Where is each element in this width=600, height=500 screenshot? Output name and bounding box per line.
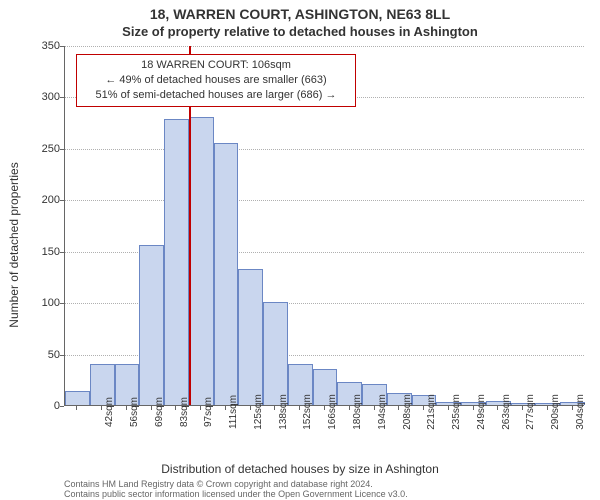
annotation-line-0: 18 WARREN COURT: 106sqm	[85, 58, 347, 73]
gridline	[65, 149, 584, 150]
x-tick-mark	[250, 406, 251, 410]
x-tick-mark	[473, 406, 474, 410]
gridline	[65, 200, 584, 201]
annotation-line-2: 51% of semi-detached houses are larger (…	[85, 88, 347, 103]
x-tick-mark	[175, 406, 176, 410]
annotation-line-1: ← 49% of detached houses are smaller (66…	[85, 73, 347, 88]
histogram-bar	[139, 245, 164, 405]
x-tick-mark	[200, 406, 201, 410]
y-tick-mark	[60, 355, 64, 356]
x-tick-mark	[349, 406, 350, 410]
x-tick-mark	[101, 406, 102, 410]
x-tick-mark	[423, 406, 424, 410]
chart-container: 18, WARREN COURT, ASHINGTON, NE63 8LL Si…	[0, 0, 600, 500]
y-axis-label: Number of detached properties	[7, 162, 21, 327]
x-tick-mark	[151, 406, 152, 410]
x-tick-mark	[126, 406, 127, 410]
x-tick-mark	[324, 406, 325, 410]
x-tick-mark	[572, 406, 573, 410]
y-tick-label: 50	[48, 349, 60, 361]
x-tick-mark	[497, 406, 498, 410]
y-tick-mark	[60, 200, 64, 201]
annotation-box: 18 WARREN COURT: 106sqm← 49% of detached…	[76, 54, 356, 107]
gridline	[65, 46, 584, 47]
y-tick-mark	[60, 252, 64, 253]
y-tick-mark	[60, 303, 64, 304]
x-tick-mark	[398, 406, 399, 410]
x-tick-mark	[374, 406, 375, 410]
x-tick-mark	[522, 406, 523, 410]
credit-line-2: Contains public sector information licen…	[64, 490, 408, 500]
y-tick-mark	[60, 46, 64, 47]
x-tick-mark	[448, 406, 449, 410]
x-tick-mark	[225, 406, 226, 410]
chart-subtitle: Size of property relative to detached ho…	[0, 24, 600, 39]
y-tick-label: 250	[42, 143, 60, 155]
y-tick-label: 350	[42, 40, 60, 52]
x-tick-mark	[274, 406, 275, 410]
y-tick-label: 100	[42, 297, 60, 309]
x-axis-label: Distribution of detached houses by size …	[0, 462, 600, 476]
histogram-bar	[214, 143, 239, 405]
y-tick-mark	[60, 149, 64, 150]
x-tick-mark	[299, 406, 300, 410]
y-tick-label: 300	[42, 91, 60, 103]
x-tick-mark	[76, 406, 77, 410]
histogram-bar	[263, 302, 288, 405]
histogram-bar	[238, 269, 263, 405]
histogram-bar	[164, 119, 189, 405]
y-tick-label: 150	[42, 246, 60, 258]
x-tick-label: 318sqm	[572, 394, 600, 430]
histogram-bar	[189, 117, 214, 405]
y-tick-label: 200	[42, 194, 60, 206]
x-tick-mark	[547, 406, 548, 410]
y-tick-mark	[60, 97, 64, 98]
y-tick-mark	[60, 406, 64, 407]
attribution-text: Contains HM Land Registry data © Crown c…	[64, 480, 408, 500]
chart-title-address: 18, WARREN COURT, ASHINGTON, NE63 8LL	[0, 6, 600, 22]
